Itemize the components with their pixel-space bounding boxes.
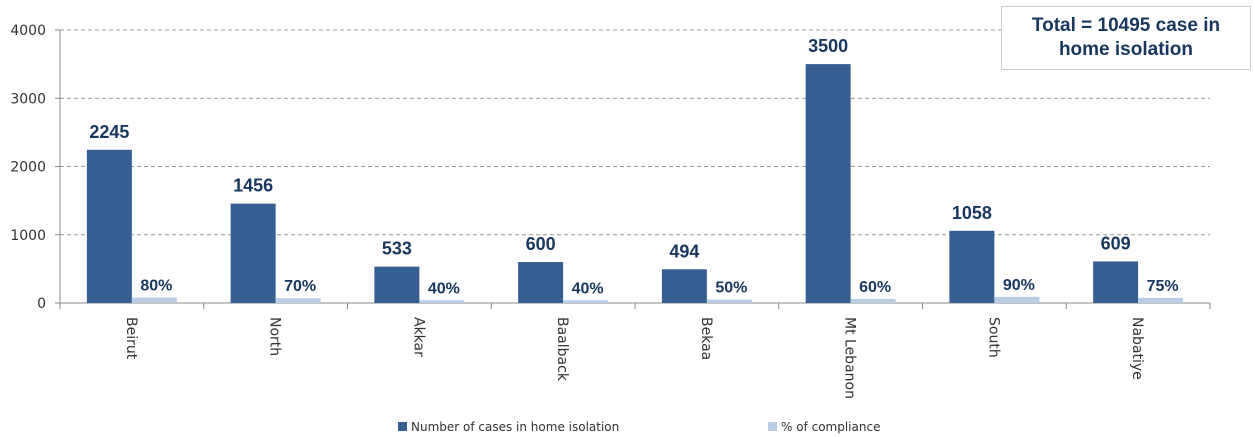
x-tick-label: Mt Lebanon (842, 317, 858, 399)
data-label: 90% (1003, 277, 1035, 294)
legend-label: % of compliance (781, 420, 880, 434)
annotation: Total = 10495 case in home isolation (1001, 6, 1251, 70)
data-label: 80% (140, 278, 172, 295)
bar (1093, 261, 1139, 303)
x-tick-label: Beirut (123, 317, 139, 360)
bar (706, 299, 752, 303)
data-label: 75% (1147, 278, 1179, 295)
bar (850, 298, 896, 303)
data-label: 70% (284, 278, 316, 295)
x-tick-label: Baalback (554, 317, 570, 382)
legend-swatch (768, 422, 777, 431)
x-tick-label: South (985, 317, 1001, 358)
y-tick-label: 2000 (10, 160, 46, 176)
data-label: 600 (526, 234, 556, 254)
bar (131, 297, 177, 303)
data-label: 3500 (808, 36, 848, 56)
bar (661, 269, 707, 303)
bar (563, 300, 609, 303)
legend-swatch (398, 422, 407, 431)
data-label: 50% (715, 280, 747, 297)
bar (1138, 297, 1184, 303)
data-label: 40% (428, 280, 460, 297)
bar (994, 296, 1040, 303)
bar (275, 298, 321, 303)
bar (805, 64, 851, 303)
data-label: 2245 (89, 122, 129, 142)
y-tick-label: 0 (37, 296, 46, 312)
bar (518, 262, 564, 303)
data-label: 494 (669, 241, 699, 261)
data-label: 60% (859, 279, 891, 296)
y-tick-label: 4000 (10, 23, 46, 39)
y-tick-label: 3000 (10, 91, 46, 107)
legend-label: Number of cases in home isolation (411, 420, 619, 434)
bar (230, 203, 276, 303)
bar (374, 266, 420, 303)
bar (86, 149, 132, 303)
bar (949, 230, 995, 303)
x-tick-label: Bekaa (698, 317, 714, 360)
data-label: 1456 (233, 176, 273, 196)
x-tick-label: Akkar (410, 317, 426, 357)
data-label: 533 (382, 239, 412, 259)
bar (419, 300, 465, 303)
x-tick-label: Nabatiye (1129, 317, 1145, 380)
data-label: 609 (1101, 233, 1131, 253)
y-tick-label: 1000 (10, 228, 46, 244)
x-tick-label: North (267, 317, 283, 356)
data-label: 40% (572, 280, 604, 297)
data-label: 1058 (952, 203, 992, 223)
